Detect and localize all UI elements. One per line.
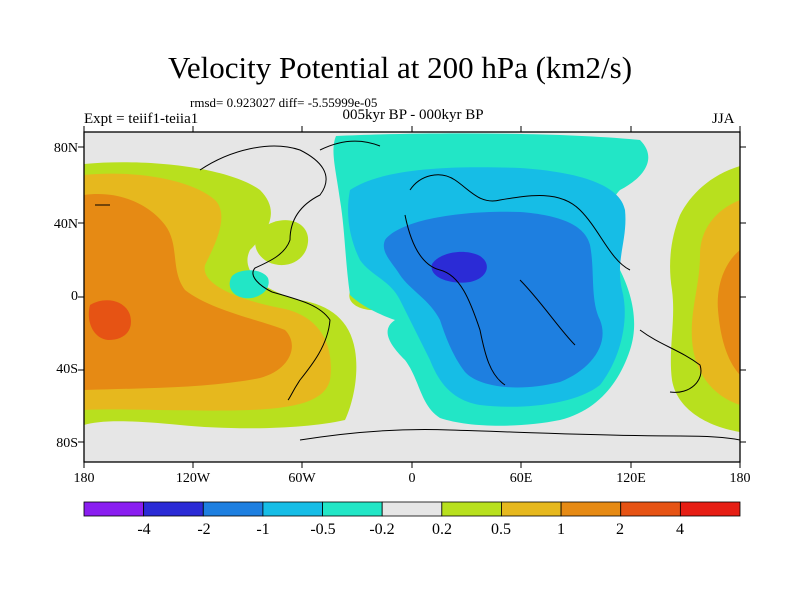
colorbar-swatch	[83, 501, 145, 517]
colorbar-label-1: -4	[137, 521, 150, 538]
field-negative-2	[431, 251, 487, 283]
lon-label-180e: 180	[730, 471, 751, 486]
coastlines	[95, 140, 740, 441]
field-positive-2	[88, 300, 131, 340]
experiment-label: Expt = teiif1-teiia1	[84, 111, 199, 127]
field-positive-1	[84, 194, 292, 390]
colorbar-swatch	[679, 501, 741, 517]
colorbar-label-2: -2	[197, 521, 210, 538]
colorbar-swatch	[381, 501, 443, 517]
colorbar-swatch	[620, 501, 681, 517]
field-positive-west-pacific-1	[717, 250, 740, 375]
colorbar-label-4: -0.5	[310, 521, 335, 538]
lon-label-60e: 60E	[510, 471, 533, 486]
colorbar-swatch	[262, 501, 323, 517]
lon-label-60w: 60W	[288, 471, 316, 486]
colorbar-label-3: -1	[256, 521, 269, 538]
field-negative-caribbean	[229, 270, 269, 299]
lon-label-120e: 120E	[616, 471, 646, 486]
colorbar-label-8: 1	[557, 521, 565, 538]
colorbar-label-10: 4	[676, 521, 684, 538]
colorbar-swatch	[501, 501, 562, 517]
colorbar-label-5: -0.2	[369, 521, 394, 538]
lon-label-180w: 180	[74, 471, 95, 486]
colorbar-swatch	[322, 501, 383, 517]
season-label: JJA	[712, 111, 735, 127]
colorbar-label-6: 0.2	[432, 521, 452, 538]
axis-ticks	[78, 126, 746, 468]
stats-label: rmsd= 0.923027 diff= -5.55999e-05	[190, 95, 378, 110]
colorbar	[83, 501, 741, 517]
lat-label-80n: 80N	[54, 141, 78, 156]
colorbar-swatch	[202, 501, 264, 517]
colorbar-swatch	[441, 501, 502, 517]
lon-label-0: 0	[409, 471, 416, 486]
lon-label-120w: 120W	[176, 471, 211, 486]
colorbar-label-7: 0.5	[491, 521, 511, 538]
map-title: Velocity Potential at 200 hPa (km2/s)	[167, 50, 633, 85]
field-negative-1	[383, 211, 603, 388]
lat-label-40n: 40N	[54, 217, 78, 232]
difference-label: 005kyr BP - 000kyr BP	[342, 107, 484, 123]
colorbar-swatch	[143, 501, 204, 517]
colorbar-swatch	[560, 501, 622, 517]
field-positive-atlantic	[255, 220, 309, 266]
colorbar-label-9: 2	[616, 521, 624, 538]
lat-label-80s: 80S	[56, 436, 78, 451]
lat-label-40s: 40S	[56, 362, 78, 377]
lat-label-0: 0	[71, 289, 78, 304]
map-fields	[84, 132, 740, 462]
